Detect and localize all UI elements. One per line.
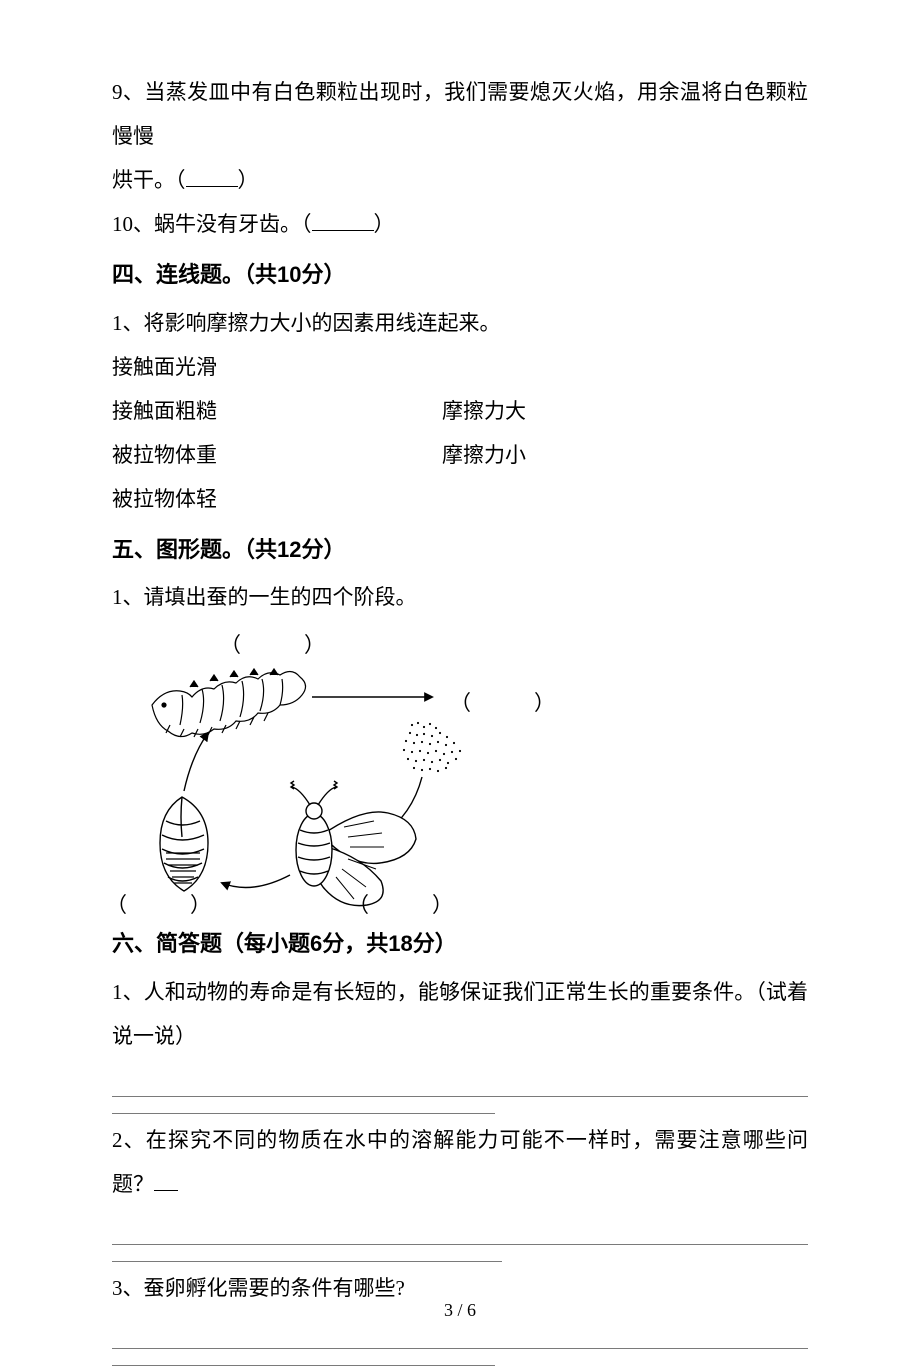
answer-line[interactable] — [112, 1216, 808, 1245]
sec5-q1: 1、请填出蚕的一生的四个阶段。 — [112, 575, 808, 619]
answer-line[interactable] — [112, 1068, 808, 1097]
q10-blank[interactable] — [312, 209, 374, 231]
match-row-2: 接触面粗糙 摩擦力大 — [112, 389, 808, 433]
q9-blank[interactable] — [186, 165, 238, 187]
sec6-q2-text: 在探究不同的物质在水中的溶解能力可能不一样时，需要注意哪些问题？ — [112, 1128, 808, 1196]
sec4-q1: 1、将影响摩擦力大小的因素用线连起来。 — [112, 301, 808, 345]
question-9-line2: 烘干。（ ） — [112, 158, 808, 202]
silkworm-lifecycle-figure: （ ） （ ） （ ） （ ） — [112, 625, 532, 915]
q9-number: 9、 — [112, 80, 144, 104]
figure-blank-right[interactable]: （ ） — [450, 681, 555, 725]
q10-text-b: ） — [374, 212, 395, 236]
sec6-q2: 2、在探究不同的物质在水中的溶解能力可能不一样时，需要注意哪些问题？ — [112, 1118, 808, 1206]
sec5-q1-text: 请填出蚕的一生的四个阶段。 — [144, 585, 417, 609]
figure-blank-bottom-left[interactable]: （ ） — [106, 883, 211, 927]
match-row-1: 接触面光滑 — [112, 345, 808, 389]
larva-drawing — [152, 669, 306, 737]
sec5-q1-number: 1、 — [112, 585, 144, 609]
page-footer: 3 / 6 — [0, 1292, 920, 1330]
sec6-q2-tail-blank[interactable] — [154, 1169, 178, 1191]
section-6-heading: 六、简答题（每小题6分，共18分） — [112, 921, 808, 967]
pupa-drawing — [160, 797, 208, 891]
figure-blank-top[interactable]: （ ） — [220, 623, 325, 667]
match-left-3: 被拉物体轻 — [112, 477, 442, 521]
arrow-pupa-to-larva — [184, 733, 208, 791]
sec4-q1-number: 1、 — [112, 311, 144, 335]
answer-line[interactable] — [112, 1101, 495, 1114]
answer-line[interactable] — [112, 1353, 495, 1366]
eggs-drawing — [403, 722, 461, 772]
match-right-0: 摩擦力大 — [442, 389, 526, 433]
match-left-1: 接触面粗糙 — [112, 389, 442, 433]
q9-text-b: 烘干。（ — [112, 168, 186, 192]
q9-text-c: ） — [238, 168, 259, 192]
section-5-heading: 五、图形题。（共12分） — [112, 527, 808, 573]
sec6-q2-number: 2、 — [112, 1128, 146, 1152]
figure-blank-bottom-right[interactable]: （ ） — [348, 883, 453, 927]
sec6-q1-answer-area[interactable] — [112, 1068, 808, 1114]
sec6-q1-number: 1、 — [112, 980, 144, 1004]
sec6-q2-answer-area[interactable] — [112, 1216, 808, 1262]
sec6-q1: 1、人和动物的寿命是有长短的，能够保证我们正常生长的重要条件。（试着说一说） — [112, 970, 808, 1058]
section-4-heading: 四、连线题。（共10分） — [112, 252, 808, 298]
question-10: 10、蜗牛没有牙齿。（ ） — [112, 202, 808, 246]
match-left-2: 被拉物体重 — [112, 433, 442, 477]
match-row-3: 被拉物体重 摩擦力小 — [112, 433, 808, 477]
arrow-moth-to-pupa — [222, 875, 290, 888]
question-9: 9、当蒸发皿中有白色颗粒出现时，我们需要熄灭火焰，用余温将白色颗粒慢慢 — [112, 70, 808, 158]
q10-number: 10、 — [112, 212, 154, 236]
match-row-4: 被拉物体轻 — [112, 477, 808, 521]
sec4-q1-text: 将影响摩擦力大小的因素用线连起来。 — [144, 311, 501, 335]
sec6-q1-text: 人和动物的寿命是有长短的，能够保证我们正常生长的重要条件。（试着说一说） — [112, 980, 808, 1048]
answer-line[interactable] — [112, 1249, 502, 1262]
q9-text-a: 当蒸发皿中有白色颗粒出现时，我们需要熄灭火焰，用余温将白色颗粒慢慢 — [112, 80, 808, 148]
match-left-0: 接触面光滑 — [112, 345, 442, 389]
match-right-1: 摩擦力小 — [442, 433, 526, 477]
lifecycle-svg — [112, 625, 532, 915]
q10-text-a: 蜗牛没有牙齿。（ — [154, 212, 312, 236]
